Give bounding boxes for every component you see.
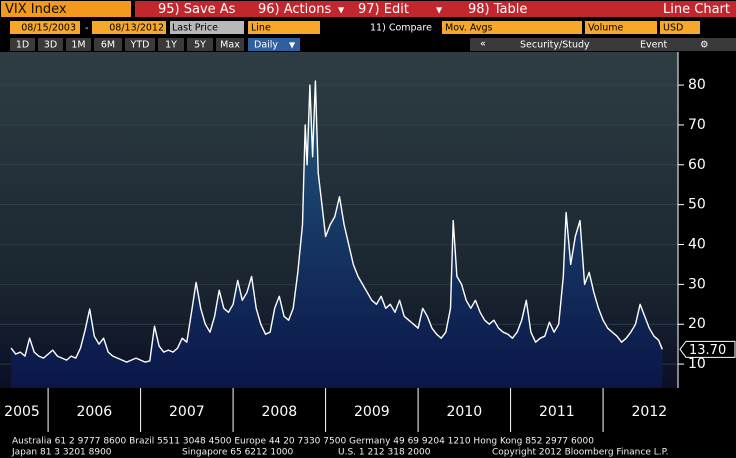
x-tick-label: 2012 xyxy=(632,404,668,420)
study[interactable]: Security/Study xyxy=(520,40,590,51)
field: Last Price xyxy=(172,23,218,34)
date-separator: - xyxy=(85,23,89,34)
averages: Mov. Avgs xyxy=(445,23,493,34)
input[interactable] xyxy=(170,21,244,34)
x-tick-label: 2006 xyxy=(77,404,113,420)
y-tick-label: 60 xyxy=(688,157,706,173)
y-tick-label: 80 xyxy=(688,77,706,93)
area-fill xyxy=(11,81,663,388)
period-button[interactable] xyxy=(158,38,184,51)
footer-line: Japan 81 3 3201 8900 xyxy=(11,448,112,458)
period-button[interactable] xyxy=(94,38,122,51)
input[interactable] xyxy=(585,21,657,34)
dropdown-arrow: ▼ xyxy=(436,6,443,15)
frequency: Daily xyxy=(254,40,278,51)
x-tick-label: 2008 xyxy=(262,404,298,420)
settings-icon[interactable]: ⚙ xyxy=(700,40,709,51)
x-tick-label: 2005 xyxy=(4,404,40,420)
period-label: 1D xyxy=(16,40,29,51)
period-label: 3D xyxy=(44,40,57,51)
dropdown-arrow: ▼ xyxy=(289,41,296,50)
button[interactable]: 95) Save As xyxy=(158,2,236,17)
chart-kind: Line Chart xyxy=(663,2,730,17)
end-date: 08/13/2012 xyxy=(109,23,164,34)
button[interactable]: 96) Actions xyxy=(258,2,331,17)
input[interactable] xyxy=(92,21,166,34)
y-tick-label: 10 xyxy=(688,356,706,372)
last-price-label: 13.70 xyxy=(689,343,726,358)
period-button[interactable] xyxy=(38,38,63,51)
y-tick-label: 20 xyxy=(688,316,706,332)
footer-line: Australia 61 2 9777 8600 Brazil 5511 304… xyxy=(12,437,594,447)
button[interactable]: 97) Edit xyxy=(358,2,409,17)
period-label: 6M xyxy=(101,40,115,51)
x-tick-label: 2007 xyxy=(169,404,205,420)
price-line xyxy=(10,80,663,363)
input[interactable] xyxy=(660,21,700,34)
button[interactable]: 98) Table xyxy=(468,2,527,17)
currency: USD xyxy=(663,23,683,34)
study-bar xyxy=(470,38,736,51)
security-box[interactable] xyxy=(1,1,131,17)
period-button[interactable] xyxy=(125,38,155,51)
frequency-box[interactable] xyxy=(248,38,300,51)
footer-line: Singapore 65 6212 1000 xyxy=(182,448,294,458)
period-button[interactable] xyxy=(216,38,244,51)
action-bar xyxy=(135,1,736,17)
plot: 10 20 30 40 50 60 70 80 13.70 2005 2006 2007 2008 200… xyxy=(0,52,736,432)
input[interactable] xyxy=(442,21,582,34)
last-price-box xyxy=(679,340,736,358)
y-tick-label: 40 xyxy=(688,237,706,253)
y-tick-label: 70 xyxy=(688,117,706,133)
footer-line: U.S. 1 212 318 2000 xyxy=(338,448,431,458)
security: VIX Index xyxy=(5,2,67,17)
footer-line: Copyright 2012 Bloomberg Finance L.P. xyxy=(492,448,668,458)
period-label: YTD xyxy=(130,40,150,51)
compare[interactable]: 11) Compare xyxy=(370,23,432,34)
period-label: Max xyxy=(220,40,240,51)
lower-panel: Volume xyxy=(588,23,623,34)
period-button[interactable] xyxy=(66,38,91,51)
style: Line xyxy=(251,23,271,34)
period-label: 1M xyxy=(71,40,85,51)
period-label: 1Y xyxy=(165,40,177,51)
period-buttons: 1D 3D 1M 6M YTD 1Y 5Y Max xyxy=(10,38,244,51)
y-tick-label: 50 xyxy=(688,197,706,213)
x-tick-label: 2009 xyxy=(354,404,390,420)
x-tick-label: 2011 xyxy=(539,404,575,420)
input[interactable] xyxy=(10,21,80,34)
y-tick-label: 30 xyxy=(688,276,706,292)
dropdown-arrow: ▼ xyxy=(338,6,345,15)
x-tick-label: 2010 xyxy=(447,404,483,420)
period-button[interactable] xyxy=(187,38,213,51)
input[interactable] xyxy=(248,21,320,34)
start-date: 08/15/2003 xyxy=(21,23,76,34)
collapse[interactable]: « xyxy=(480,39,486,50)
event[interactable]: Event xyxy=(640,40,667,51)
period-button[interactable] xyxy=(10,38,35,51)
period-label: 5Y xyxy=(194,40,206,51)
